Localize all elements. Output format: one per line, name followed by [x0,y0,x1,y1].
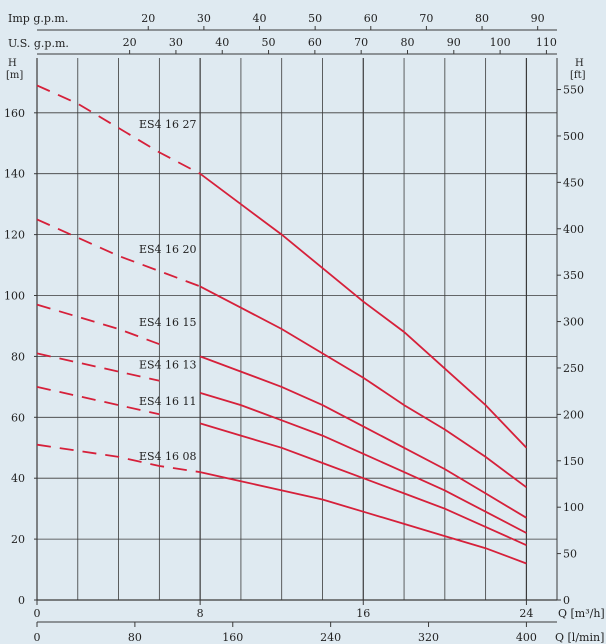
y2-tick-label: 100 [563,501,584,514]
y2-axis-unit: [ft] [570,70,586,81]
top-axis-1-tick-label: 30 [197,12,211,25]
series-5-solid-line [199,471,527,565]
series-2-solid-line [199,355,527,519]
y-tick-label: 100 [4,290,25,303]
series-3-label: ES4 16 13 [139,359,197,372]
y2-tick-label: 250 [563,362,584,375]
y-tick-label: 40 [11,472,25,485]
series-3-dashed-line [36,352,160,382]
top-axis-2-tick-label: 50 [262,36,276,49]
x2-tick-label: 320 [418,631,439,644]
top-axis-1-tick-label: 80 [475,12,489,25]
series-5-label: ES4 16 08 [139,450,197,463]
top-axis-2-tick-label: 100 [490,36,511,49]
top-axis-1-label: Imp g.p.m. [8,12,68,25]
y-tick-label: 0 [18,594,25,607]
x-axis2-label: Q [l/min] [555,631,604,644]
series-0-solid-line [199,172,528,449]
y2-tick-label: 400 [563,223,584,236]
x2-tick-label: 400 [516,631,537,644]
y2-tick-label: 450 [563,176,584,189]
series-5-dashed-line [36,443,201,473]
top-axis-1-tick-label: 40 [253,12,267,25]
y-tick-label: 80 [11,350,25,363]
top-axis-2-tick-label: 110 [536,36,557,49]
series-0-label: ES4 16 27 [139,118,197,131]
y2-tick-label: 350 [563,269,584,282]
y-axis-title: H [8,58,17,69]
y2-tick-label: 300 [563,316,584,329]
y-tick-label: 160 [4,107,25,120]
x-tick-label: 24 [519,607,533,620]
series-1-dashed-line [36,218,201,288]
y-axes: H [m] H [ft] 0 20 40 60 80 100 120 140 160 0 50 100… [4,58,586,607]
x2-tick-label: 160 [222,631,243,644]
top-axis-2-tick-label: 70 [354,36,368,49]
series-3-solid-line [199,392,527,534]
y-tick-label: 60 [11,411,25,424]
top-axis-2-tick-label: 30 [169,36,183,49]
y2-tick-label: 50 [563,548,577,561]
top-axis-2-tick-label: 60 [308,36,322,49]
x-axes: Q [m³/h] Q [l/min] 0 8 16 240 80 160 240 320 400 [34,600,605,644]
y2-tick-label: 200 [563,408,584,421]
series-1-label: ES4 16 20 [139,243,197,256]
top-axis-1-tick-label: 60 [364,12,378,25]
y-tick-label: 140 [4,168,25,181]
top-axis-2-tick-label: 40 [215,36,229,49]
y2-tick-label: 550 [563,84,584,97]
series-4-label: ES4 16 11 [139,395,197,408]
top-axes: Imp g.p.m. U.S. g.p.m. 20 30 40 50 60 70 80 90 2… [8,12,557,55]
series-4-dashed-line [36,386,160,416]
top-axis-1-tick-label: 50 [308,12,322,25]
y2-tick-label: 150 [563,455,584,468]
y2-tick-label: 0 [563,594,570,607]
y2-tick-label: 500 [563,130,584,143]
series-1-solid-line [199,285,527,489]
series-4-solid-line [199,422,527,547]
x-tick-label: 0 [34,607,41,620]
top-axis-2-tick-label: 20 [123,36,137,49]
series: ES4 16 27 ES4 16 20 ES4 16 15 ES4 16 13 ES4 … [36,84,528,565]
top-axis-2-label: U.S. g.p.m. [8,37,69,50]
top-axis-2-tick-label: 80 [400,36,414,49]
top-axis-1-tick-label: 20 [141,12,155,25]
top-axis-2-tick-label: 90 [447,36,461,49]
x2-tick-label: 80 [128,631,142,644]
x2-tick-label: 240 [320,631,341,644]
y2-axis-title: H [575,58,584,69]
series-0-dashed-line [36,84,201,175]
grid [36,58,557,601]
y-axis-unit: [m] [6,70,23,81]
x-axis-label: Q [m³/h] [558,607,605,620]
top-axis-1-tick-label: 70 [419,12,433,25]
x-tick-label: 16 [356,607,370,620]
y-tick-label: 120 [4,229,25,242]
x2-tick-label: 0 [34,631,41,644]
x-tick-label: 8 [197,607,204,620]
top-axis-1-tick-label: 90 [531,12,545,25]
series-2-label: ES4 16 15 [139,316,197,329]
y-tick-label: 20 [11,533,25,546]
